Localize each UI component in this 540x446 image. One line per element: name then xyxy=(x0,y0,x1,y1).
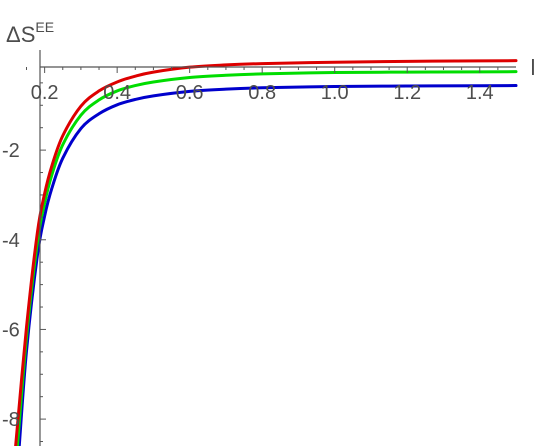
x-tick-label-0p2: 0.2 xyxy=(31,82,59,104)
y-tick-label-neg2: -2 xyxy=(2,140,20,162)
y-axis-title: ΔSEE xyxy=(6,19,54,47)
series-curves xyxy=(14,59,518,446)
y-tick-label-neg4: -4 xyxy=(2,230,20,252)
y-tick-label-neg6: -6 xyxy=(2,319,20,341)
x-axis-title: l xyxy=(531,55,536,80)
x-tick-label-0p4: 0.4 xyxy=(103,82,131,104)
series-line-3 xyxy=(14,59,518,446)
y-tick-label-neg8: -8 xyxy=(2,409,20,431)
x-tick-label-1: 1.0 xyxy=(321,82,349,104)
x-tick-label-1p2: 1.2 xyxy=(393,82,421,104)
y-axis-title-superscript: EE xyxy=(35,19,54,35)
x-tick-label-1p4: 1.4 xyxy=(466,82,494,104)
x-tick-label-0p6: 0.6 xyxy=(176,82,204,104)
axes xyxy=(26,50,516,446)
x-tick-label-0p8: 0.8 xyxy=(248,82,276,104)
labels: 0.2 0.4 0.6 0.8 1.0 1.2 1.4 -2 -4 -6 -8 ΔSEE l xyxy=(2,19,535,431)
series-line-2 xyxy=(15,70,518,446)
series-line-1 xyxy=(17,84,518,446)
